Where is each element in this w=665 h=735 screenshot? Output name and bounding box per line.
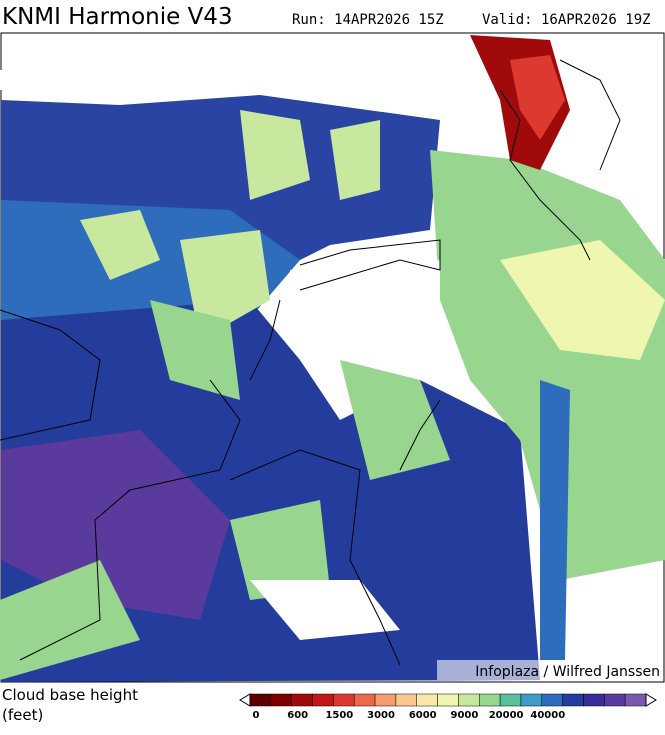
colorbar-label: 600: [287, 710, 308, 721]
color-swatch: [291, 693, 313, 707]
color-swatch: [624, 693, 647, 707]
colorbar-end: [645, 693, 657, 707]
color-swatch: [562, 693, 584, 707]
color-swatch: [312, 693, 334, 707]
map: Infoplaza / Wilfred Janssen: [0, 32, 665, 683]
color-swatch: [437, 693, 459, 707]
color-swatch: [374, 693, 397, 707]
colorbar-end: [239, 693, 251, 707]
color-swatch: [520, 693, 543, 707]
color-swatch: [499, 693, 522, 707]
coastline: [0, 59, 621, 666]
credit-bg: [437, 660, 663, 680]
color-swatch: [270, 693, 292, 707]
colorbar-label: 3000: [367, 710, 395, 721]
color-swatch: [458, 693, 480, 707]
color-swatch: [249, 693, 272, 707]
colorbar-label: 0: [253, 710, 260, 721]
color-swatch: [416, 693, 438, 707]
low-cloud-area: [510, 55, 565, 140]
cloud-area: [0, 300, 450, 680]
color-swatch: [333, 693, 355, 707]
color-swatch: [395, 693, 417, 707]
run-time: Run: 14APR2026 15Z: [292, 12, 444, 28]
colorbar-label: 40000: [530, 710, 565, 721]
colorbar: 0 600 1500 3000 6000 9000 20000 40000: [239, 693, 657, 721]
cloud-area: [80, 110, 380, 340]
credit: Infoplaza / Wilfred Janssen: [475, 664, 660, 680]
color-swatch: [479, 693, 501, 707]
title: KNMI Harmonie V43: [2, 4, 233, 30]
cloud-area: [1, 430, 230, 620]
legend-title: Cloud base height: [2, 686, 138, 704]
colorbar-label: 9000: [450, 710, 478, 721]
color-swatch: [604, 693, 626, 707]
legend-unit: (feet): [2, 706, 43, 724]
cloud-area: [540, 380, 570, 660]
color-swatch: [541, 693, 563, 707]
colorbar-label: 6000: [409, 710, 437, 721]
cloud-area: [500, 240, 665, 360]
color-swatch: [583, 693, 605, 707]
color-swatch: [353, 693, 376, 707]
valid-time: Valid: 16APR2026 19Z: [482, 12, 651, 28]
colorbar-label: 20000: [489, 710, 524, 721]
colorbar-label: 1500: [325, 710, 353, 721]
